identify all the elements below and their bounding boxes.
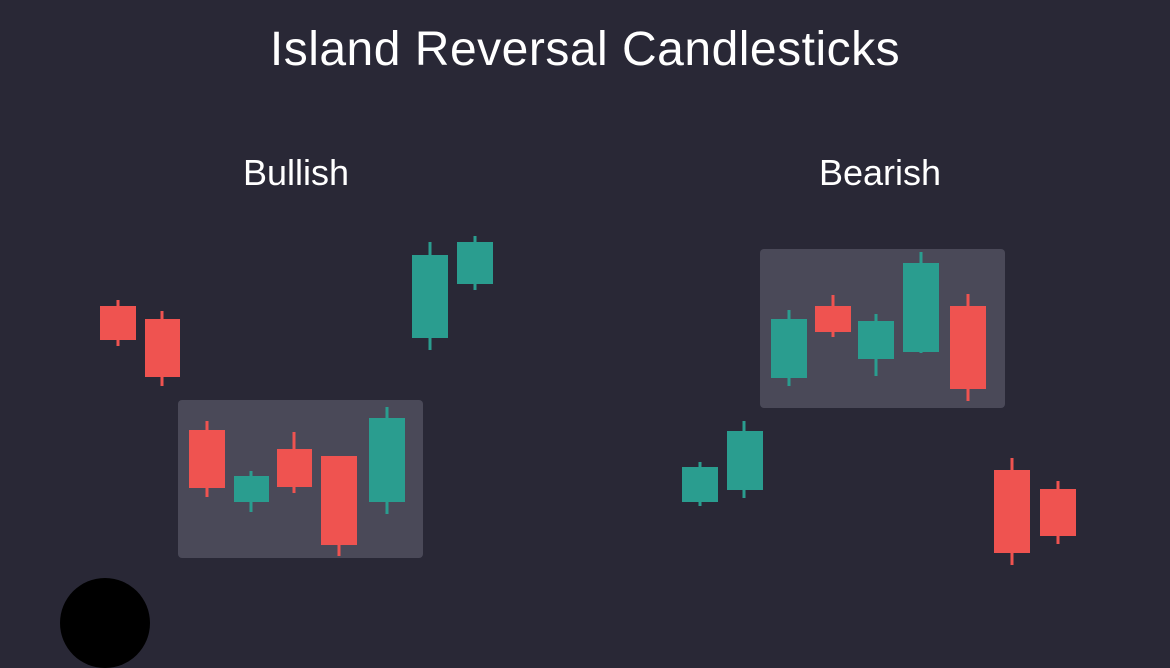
candle: [903, 252, 939, 353]
candle: [369, 407, 405, 514]
bearish-candles: [682, 252, 1076, 565]
bullish-label: Bullish: [242, 152, 350, 193]
candle: [727, 421, 763, 498]
page-title: Island Reversal Candlesticks: [269, 23, 901, 76]
candle: [234, 471, 269, 512]
candle: [1040, 481, 1076, 544]
candle: [950, 294, 986, 401]
candle: [321, 456, 357, 556]
candle: [189, 421, 225, 497]
corner-avatar: [60, 578, 150, 668]
candle: [858, 314, 894, 376]
bullish-candles: [100, 236, 493, 556]
candle: [994, 458, 1030, 565]
candle: [815, 295, 851, 337]
bearish-label: Bearish: [818, 152, 942, 193]
candle: [412, 242, 448, 350]
candle: [100, 300, 136, 346]
candle: [771, 310, 807, 386]
candle: [277, 432, 312, 493]
candle: [457, 236, 493, 290]
candle: [682, 462, 718, 506]
candlestick-diagram: [100, 236, 1076, 565]
candle: [145, 311, 180, 386]
